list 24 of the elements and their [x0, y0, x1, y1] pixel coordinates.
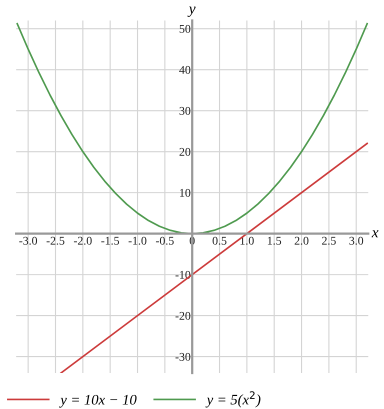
- x-tick-label: -2.0: [74, 236, 92, 245]
- x-tick-label: 2.0: [294, 236, 308, 245]
- y-tick-label: 30: [180, 106, 190, 115]
- y-tick-label: 50: [180, 24, 190, 33]
- x-tick-label: -1.5: [101, 236, 120, 245]
- x-tick-label: 3.0: [349, 236, 364, 245]
- x-axis-title: x: [372, 230, 378, 238]
- legend-label: y = 10x − 10: [59, 394, 137, 408]
- x-tick-label: 2.5: [322, 236, 336, 245]
- y-tick-label: 40: [179, 66, 190, 74]
- legend-label: y = 5(x$^{2}$): [206, 391, 260, 408]
- y-axis-title: y: [188, 6, 196, 17]
- x-tick-label: -3.0: [19, 236, 38, 245]
- y-tick-label: -20: [176, 312, 190, 320]
- y-tick-label: 10: [180, 188, 190, 197]
- x-tick-label: 0.5: [212, 236, 226, 245]
- x-tick-label: -1.0: [128, 236, 146, 245]
- y-tick-label: 20: [180, 148, 190, 156]
- x-tick-label: -0.5: [156, 236, 174, 245]
- x-tick-label: 1.5: [268, 236, 282, 245]
- y-tick-label: -30: [176, 352, 190, 361]
- x-tick-label: 1.0: [240, 236, 254, 245]
- line-series: [16, 22, 368, 234]
- x-tick-label: -2.5: [46, 236, 64, 245]
